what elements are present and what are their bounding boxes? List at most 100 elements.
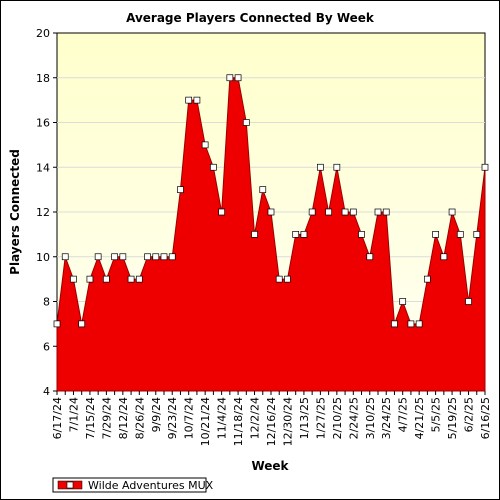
x-tick-label: 7/15/24 [84,397,97,439]
data-point [424,275,431,283]
data-point [86,275,94,283]
x-tick-label: 3/24/25 [380,397,393,439]
data-point [300,231,308,238]
x-axis-label: Week [251,459,289,473]
x-tick-label: 6/2/25 [463,397,476,432]
data-point [201,141,209,149]
x-tick-label: 10/21/24 [199,397,212,446]
data-point [382,208,390,216]
data-point [160,253,168,261]
y-tick-label: 14 [36,161,50,174]
x-tick-label: 5/5/25 [430,397,443,432]
data-point [242,119,250,126]
data-point [210,163,217,171]
data-point [415,320,423,328]
x-tick-label: 3/10/25 [364,397,377,439]
x-tick-label: 2/24/25 [347,397,360,439]
y-tick-label: 4 [43,385,50,398]
data-point [152,253,160,261]
y-tick-label: 10 [36,251,50,264]
data-point [119,253,127,261]
data-point [432,231,439,238]
data-point [226,74,234,82]
legend-entry-label: Wilde Adventures MUX [88,479,214,492]
x-tick-label: 5/19/25 [446,397,459,439]
chart-title: Average Players Connected By Week [126,11,375,25]
y-tick-label: 6 [43,340,50,353]
data-point [374,208,382,216]
data-point [177,186,184,193]
y-tick-label: 18 [36,72,50,85]
x-tick-label: 8/26/24 [133,397,146,439]
data-point [111,253,118,261]
x-tick-label: 11/4/24 [216,397,229,439]
data-point [481,163,489,171]
y-tick-label: 12 [36,206,50,219]
data-point [53,320,61,328]
data-point [127,275,135,283]
x-tick-label: 9/23/24 [166,397,179,439]
data-point [251,231,258,238]
y-tick-label: 8 [43,296,50,309]
data-point [234,74,242,82]
y-axis-label: Players Connected [8,149,22,275]
data-point [275,275,283,283]
data-point [193,96,201,104]
data-point [366,253,374,261]
data-point [308,208,316,216]
data-point [267,208,275,216]
data-point [135,275,143,283]
data-point [144,253,151,261]
area-fill [56,77,486,392]
y-axis: 4 6 8 10 12 14 16 18 20 [36,27,57,398]
legend-box [52,477,207,493]
data-point [103,275,110,283]
x-tick-label: 10/7/24 [183,397,196,439]
x-tick-label: 4/21/25 [413,397,426,439]
x-tick-label: 7/29/24 [100,397,113,439]
data-point [317,163,324,171]
x-tick-label: 1/27/25 [314,397,327,439]
legend: Wilde Adventures MUX [52,477,214,493]
x-tick-label: 6/17/24 [51,397,64,439]
x-tick-label: 12/16/24 [265,397,278,446]
x-tick-label: 12/30/24 [281,397,294,446]
data-point [448,208,456,216]
x-tick-label: 11/18/24 [232,397,245,446]
data-point [358,231,365,238]
data-point [292,231,300,238]
legend-swatch-marker [66,481,74,489]
data-point [391,320,398,328]
x-tick-label: 8/12/24 [117,397,130,439]
x-tick-label: 12/2/24 [249,397,262,439]
data-point [61,253,69,261]
x-tick-label: 7/1/24 [67,397,80,432]
data-point [473,231,481,238]
data-point [259,186,267,193]
data-point [349,208,357,216]
data-point [465,298,472,305]
data-markers [53,74,489,328]
series-area [56,77,486,392]
y-tick-label: 16 [36,117,50,130]
x-tick-label: 9/9/24 [150,397,163,432]
x-tick-label: 2/10/25 [331,397,344,439]
data-point [333,163,341,171]
data-point [218,208,225,216]
data-point [70,275,77,283]
x-axis: 6/17/24 7/1/24 7/15/24 7/29/24 8/12/24 8/26/2… [51,391,492,446]
data-point [399,298,407,305]
data-point [94,253,102,261]
data-point [185,96,193,104]
data-point [456,231,464,238]
x-tick-label: 6/16/25 [479,397,492,439]
data-point [168,253,176,261]
data-point [440,253,448,261]
data-point [341,208,349,216]
data-point [284,275,291,283]
data-point [325,208,332,216]
data-point [407,320,415,328]
x-tick-label: 1/13/25 [298,397,311,439]
data-point [78,320,86,328]
